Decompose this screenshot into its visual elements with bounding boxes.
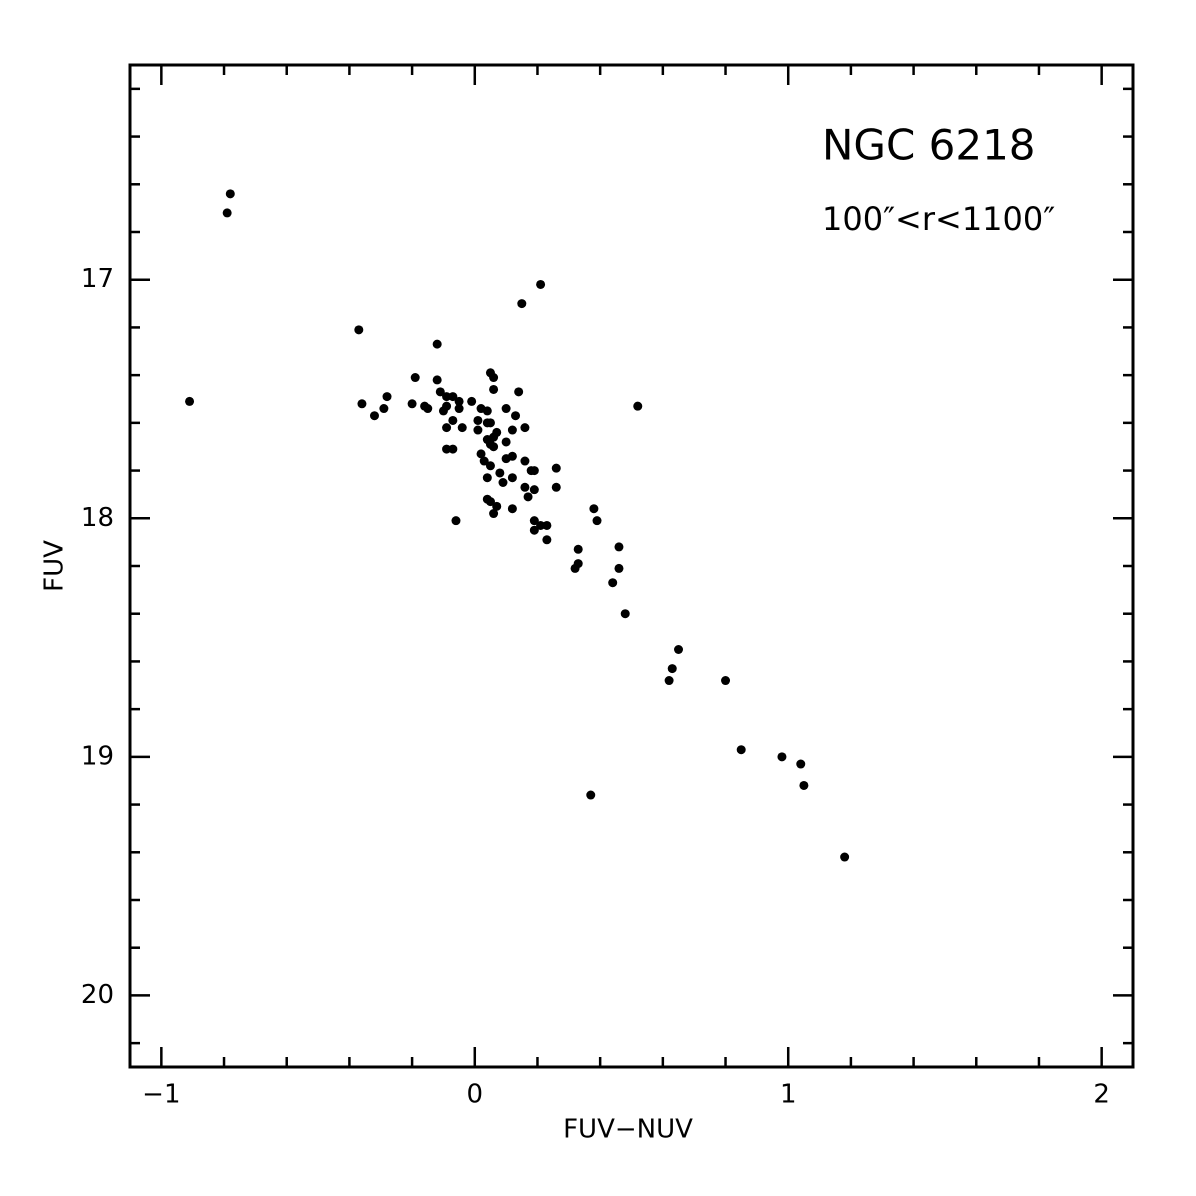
data-point [498, 478, 508, 487]
data-point [489, 373, 499, 383]
x-tick-label: −1 [142, 1080, 180, 1110]
data-point [482, 406, 492, 416]
data-point [589, 504, 599, 514]
data-point [736, 745, 746, 755]
data-point [529, 525, 539, 535]
data-point [369, 411, 379, 421]
data-point [451, 516, 461, 526]
data-point [473, 425, 483, 435]
data-point [432, 375, 442, 385]
data-point [529, 485, 539, 495]
data-point [633, 401, 643, 411]
data-point [448, 444, 458, 454]
data-point [664, 676, 674, 686]
data-point [457, 423, 467, 433]
data-point [620, 609, 630, 619]
data-point [520, 456, 530, 466]
data-point [796, 759, 806, 769]
data-point [529, 466, 539, 476]
data-point [442, 444, 452, 454]
x-tick-label: 0 [467, 1080, 484, 1110]
data-point [442, 392, 452, 402]
data-point [473, 415, 483, 425]
data-point [482, 473, 492, 483]
data-point [840, 852, 850, 862]
data-point [485, 418, 495, 428]
data-point [423, 404, 433, 414]
data-point [485, 461, 495, 471]
data-point [551, 463, 561, 473]
data-point [529, 516, 539, 526]
y-tick-label: 20 [81, 980, 114, 1010]
data-point [407, 399, 417, 409]
data-point [492, 501, 502, 511]
y-tick-label: 19 [81, 741, 114, 771]
data-point [608, 578, 618, 588]
data-point [799, 780, 809, 790]
data-point [507, 473, 517, 483]
data-point [614, 563, 624, 573]
x-tick-label: 2 [1093, 1080, 1110, 1110]
data-point [501, 437, 511, 447]
data-point [536, 279, 546, 289]
data-point [523, 492, 533, 502]
data-point [489, 442, 499, 452]
data-point [442, 423, 452, 433]
data-point [448, 392, 458, 402]
data-point [570, 563, 580, 573]
data-point [592, 516, 602, 526]
data-point [520, 482, 530, 492]
data-point [357, 399, 367, 409]
data-point [454, 396, 464, 406]
data-point [225, 189, 235, 199]
data-point [185, 396, 195, 406]
data-point [517, 299, 527, 309]
data-point [721, 676, 731, 686]
data-point [551, 482, 561, 492]
data-point [614, 542, 624, 552]
data-point [479, 456, 489, 466]
data-point [674, 645, 684, 654]
data-point [501, 404, 511, 414]
data-point [495, 468, 505, 478]
data-point [507, 504, 517, 514]
data-point [777, 752, 787, 762]
data-point [435, 387, 445, 397]
x-axis-label: FUV−NUV [563, 1115, 693, 1145]
data-point [501, 454, 511, 464]
data-point [536, 520, 546, 530]
data-point [667, 664, 677, 674]
y-axis-label: FUV [40, 540, 70, 592]
data-point [379, 404, 389, 414]
data-point [542, 520, 552, 530]
data-point [520, 423, 530, 433]
data-point [432, 339, 442, 349]
annotation: NGC 6218 [822, 121, 1036, 170]
data-point [586, 790, 596, 800]
data-point [354, 325, 364, 335]
data-point [382, 392, 392, 402]
data-point [467, 396, 477, 406]
data-point [573, 544, 583, 554]
y-tick-label: 18 [81, 503, 114, 533]
data-point [410, 373, 420, 383]
x-tick-label: 1 [780, 1080, 797, 1110]
data-point [448, 415, 458, 425]
data-point [507, 425, 517, 435]
data-point [489, 384, 499, 394]
data-point [489, 509, 499, 519]
data-point [438, 406, 448, 416]
data-point [511, 411, 521, 421]
data-point [514, 387, 524, 397]
y-tick-label: 17 [81, 264, 114, 294]
annotation: 100″<r<1100″ [822, 200, 1055, 238]
data-point [476, 449, 486, 459]
data-point [454, 404, 464, 414]
data-point [542, 535, 552, 545]
data-point [485, 497, 495, 507]
data-point [222, 208, 232, 218]
